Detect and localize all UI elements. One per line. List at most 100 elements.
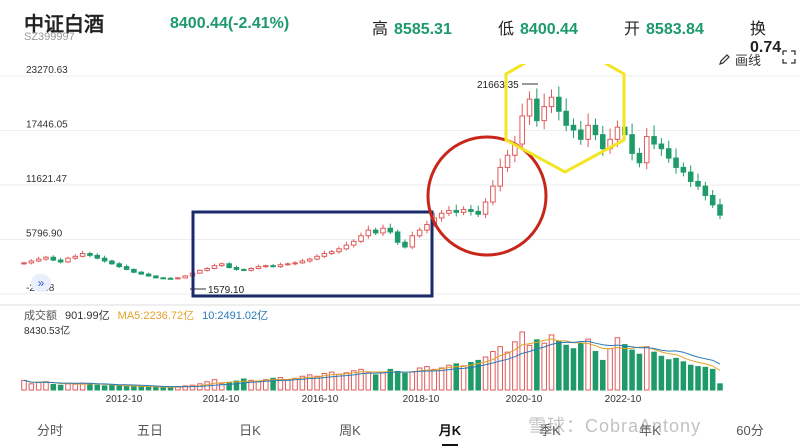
volume-bar [519, 331, 525, 391]
volume-bar [387, 368, 394, 391]
candle-body [534, 98, 540, 122]
volume-bar [226, 381, 232, 391]
volume-bar [665, 359, 672, 391]
volume-bar [328, 371, 335, 391]
volume-bar [28, 383, 35, 391]
volume-bar [585, 338, 591, 391]
low-value: 8400.44 [520, 21, 578, 38]
volume-ma5: MA5:2236.72亿 [117, 310, 195, 322]
tab-60min[interactable]: 60分 [736, 423, 764, 438]
candle-body [372, 229, 379, 234]
volume-bar [131, 386, 137, 391]
volume-ma-line [23, 340, 721, 388]
volume-bar [50, 383, 57, 391]
candle-body [687, 171, 694, 182]
candle-body [321, 253, 328, 257]
candle-body [358, 235, 364, 242]
candle-body [438, 212, 445, 219]
volume-bar [160, 386, 166, 391]
high-value: 8585.31 [394, 21, 452, 38]
volume-bar [592, 350, 599, 391]
candle-body [57, 259, 64, 263]
open-stat: 开 8583.84 [624, 15, 704, 39]
volume-bar [570, 348, 577, 391]
candle-body [306, 258, 313, 262]
volume-bar [607, 348, 613, 391]
candle-body [680, 166, 687, 173]
y-axis-ticks: 23270.6317446.0511621.475796.90-27.68843… [24, 65, 70, 337]
tab-daily[interactable]: 日K [239, 423, 261, 438]
candle-body [519, 115, 525, 145]
draw-line-label: 画线 [735, 53, 762, 68]
volume-bar [109, 385, 115, 391]
x-tick-label: 2016-10 [302, 394, 339, 405]
volume-bar [35, 381, 42, 391]
volume-bar [65, 383, 71, 391]
volume-bar [424, 366, 430, 391]
candle-body [402, 241, 408, 248]
candle-body [43, 256, 49, 260]
period-tabs: 分时 五日 日K 周K 月K 季K 年K 60分 [0, 418, 800, 448]
candle-body [160, 277, 166, 280]
candle-body [592, 124, 599, 136]
tab-quarterly[interactable]: 季K [539, 423, 561, 438]
pencil-icon [719, 54, 730, 65]
volume-bar [409, 371, 416, 391]
volume-bar [270, 377, 276, 391]
candle-body [614, 126, 621, 140]
tab-weekly[interactable]: 周K [339, 423, 361, 438]
candle-body [482, 201, 489, 215]
candle-body [299, 260, 306, 264]
volume-bar [526, 344, 533, 391]
grid-lines [0, 75, 800, 306]
candle-body [131, 268, 137, 273]
volume-bar [636, 353, 643, 391]
volume-value: 901.99亿 [65, 310, 110, 322]
volume-ma-lines [23, 338, 721, 388]
fullscreen-button[interactable] [782, 50, 796, 67]
draw-line-button[interactable]: 画线 [718, 50, 761, 69]
candle-body [79, 253, 86, 257]
candle-body [446, 209, 452, 214]
volume-bar [182, 385, 188, 391]
kline-chart[interactable]: 23270.6317446.0511621.475796.90-27.68843… [0, 64, 800, 410]
tab-intraday[interactable]: 分时 [36, 423, 63, 438]
x-tick-label: 2012-10 [106, 394, 143, 405]
index-title: 中证白酒 [24, 14, 104, 36]
expand-left-button[interactable]: » [31, 274, 51, 292]
volume-series [21, 331, 723, 391]
volume-bar [350, 370, 357, 391]
rectangle-markup [191, 210, 434, 298]
volume-bar [21, 379, 27, 391]
tab-yearly[interactable]: 年K [639, 423, 661, 438]
tab-five-day[interactable]: 五日 [136, 423, 163, 438]
high-stat: 高 8585.31 [372, 15, 452, 39]
volume-bar [372, 374, 379, 391]
x-axis-ticks: 2012-10 2014-10 2016-10 2018-10 2020-10 2022-… [106, 394, 642, 405]
tab-monthly[interactable]: 月K [400, 418, 500, 448]
turnover-stat: 换0.74 [750, 15, 800, 57]
volume-bar [72, 383, 79, 391]
candle-body [636, 152, 643, 164]
volume-bar [534, 339, 540, 391]
low-stat: 低 8400.44 [498, 15, 578, 39]
volume-bar [702, 366, 709, 391]
volume-bar [153, 386, 159, 391]
candle-body [292, 262, 298, 265]
candle-body [87, 253, 93, 256]
volume-bar [299, 375, 306, 391]
candle-body [138, 271, 144, 275]
candle-body [28, 260, 35, 264]
volume-bar [548, 334, 555, 391]
candle-body [563, 110, 569, 126]
candle-body [336, 248, 342, 253]
volume-bar [651, 351, 657, 391]
y-tick-label: 17446.05 [26, 120, 68, 131]
turnover-label: 换 [750, 21, 767, 38]
volume-bar [284, 379, 291, 391]
volume-bar [490, 350, 496, 391]
candle-body [226, 263, 232, 269]
volume-bar [673, 357, 679, 391]
candlestick-series [21, 86, 723, 280]
volume-bar [138, 386, 144, 391]
